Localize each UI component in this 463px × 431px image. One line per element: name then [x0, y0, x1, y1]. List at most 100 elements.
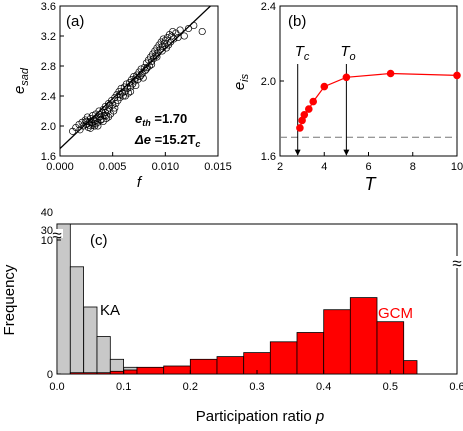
scatter-point [180, 32, 188, 40]
y-tick-label: 10 [41, 235, 53, 247]
scatter-point [132, 74, 140, 82]
eis-point [309, 97, 318, 106]
scatter-point [140, 63, 148, 72]
panel-b-xlabel: T [365, 174, 378, 194]
to-label: To [340, 43, 355, 63]
panel-c-label: (c) [90, 232, 108, 249]
histogram-bar-gcm [123, 369, 138, 375]
scatter-point [184, 24, 193, 33]
scatter-point [153, 53, 161, 61]
histogram-bar-ka [96, 336, 111, 375]
scatter-point [176, 26, 184, 34]
panel-a-label: (a) [66, 13, 84, 30]
panel-a-ylabel: esad [11, 67, 31, 94]
axis-break-gap-left [52, 229, 63, 238]
axis-break-right: ≈ [452, 254, 461, 273]
scatter-point [116, 93, 124, 102]
y-tick-label: 2.8 [41, 61, 56, 73]
legend-ka: KA [100, 302, 120, 319]
scatter-point [89, 121, 97, 129]
axis-break-left: ≈ [52, 226, 61, 245]
histogram-bar-ka [56, 223, 71, 375]
histogram-bar-gcm [323, 309, 351, 375]
scatter-point [94, 122, 102, 130]
panel-a-frame [59, 5, 219, 157]
scatter-point [121, 92, 129, 100]
histogram-bar-gcm [376, 321, 405, 375]
histogram-bar-gcm [109, 370, 125, 375]
x-tick-label: 2 [277, 161, 283, 173]
scatter-point [198, 27, 206, 36]
scatter-point [110, 107, 118, 115]
y-tick-label: 2.0 [41, 121, 56, 133]
panel-a-xlabel: f [137, 174, 143, 191]
scatter-point [97, 115, 105, 123]
histogram-bar-ka [83, 306, 98, 375]
scatter-point [169, 27, 177, 36]
y-tick-label: 1.6 [41, 151, 56, 163]
panel-b-line: 2 4 6 8 10 1.6 2.0 2.4 (b) Tc To T eis [231, 1, 463, 194]
tc-label: Tc [295, 43, 310, 63]
x-tick-label: 0.6 [449, 381, 463, 393]
eis-point [386, 69, 395, 78]
panel-b-ylabel: eis [231, 73, 251, 90]
panel-b-label: (b) [288, 13, 306, 30]
x-tick-label: 0.015 [204, 161, 232, 173]
scatter-point [104, 113, 113, 121]
annotation-delta-e: Δe =15.2Tc [134, 132, 200, 149]
y-tick-label: 3.2 [41, 31, 56, 43]
annotation-eth: eth =1.70 [135, 111, 187, 128]
histogram-bar-gcm [69, 372, 98, 375]
x-tick-label: 0.3 [249, 381, 264, 393]
x-tick-label: 6 [365, 161, 371, 173]
fit-line [60, 6, 212, 149]
histogram-bar-gcm [189, 358, 218, 375]
y-tick-label: 3.6 [41, 1, 56, 13]
eis-point [320, 82, 329, 91]
histogram-bar-gcm [163, 365, 191, 375]
x-tick-label: 0.5 [383, 381, 398, 393]
scatter-point [119, 92, 127, 100]
scatter-point [69, 127, 77, 135]
y-tick-label-upper: 30 [41, 225, 53, 237]
y-tick-label: 2.0 [261, 76, 276, 88]
axis-break-gap-right [451, 256, 462, 268]
panel-b-frame [279, 5, 458, 157]
y-tick-label: 2.4 [261, 1, 276, 13]
legend-gcm: GCM [378, 305, 413, 322]
x-tick-label: 0.2 [183, 381, 198, 393]
eis-point [300, 111, 309, 119]
histogram-bar-gcm [296, 332, 325, 375]
x-tick-label: 0.0 [49, 381, 64, 393]
histogram-bar-gcm [216, 356, 245, 375]
scatter-point [102, 111, 110, 120]
x-tick-label: 10 [451, 161, 463, 173]
histogram-bar-ka [69, 266, 85, 375]
panel-a-scatter: 0.000 0.005 0.010 0.015 1.62.02.42.83.23.6 … [11, 1, 232, 191]
scatter-point [158, 47, 166, 55]
panel-c-ylabel: Frequency [1, 264, 18, 335]
y-tick-label: 1.6 [261, 151, 276, 163]
x-tick-label: 4 [321, 161, 327, 173]
x-tick-label: 0.000 [46, 161, 74, 173]
x-tick-label: 0.4 [316, 381, 331, 393]
scatter-point [82, 117, 90, 126]
histogram-bar-gcm [269, 341, 298, 375]
eis-point [453, 71, 461, 80]
scatter-point [159, 35, 167, 43]
x-tick-label: 0.010 [152, 161, 180, 173]
y-tick-label: 0 [47, 369, 53, 381]
histogram-bar-gcm [136, 366, 165, 375]
y-tick-label: 2.4 [41, 91, 56, 103]
scatter-point [127, 87, 135, 96]
panel-c-xlabel: Participation ratio p [196, 408, 324, 425]
scatter-point [111, 104, 119, 112]
eis-series-line [299, 72, 458, 129]
histogram-bar-gcm [349, 297, 378, 375]
x-tick-label: 0.1 [116, 381, 131, 393]
eis-point [296, 124, 304, 132]
x-tick-label: 8 [410, 161, 416, 173]
x-tick-label: 0.005 [99, 161, 127, 173]
